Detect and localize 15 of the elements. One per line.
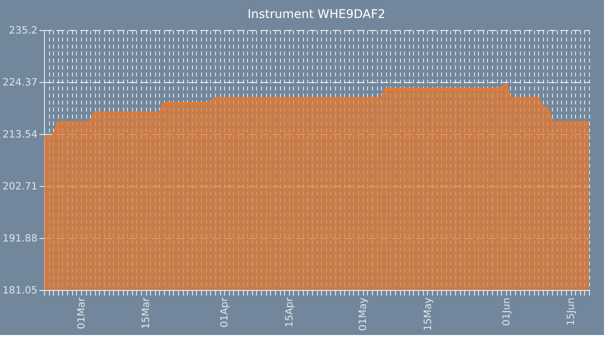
x-tick-label: 01May [358,297,370,331]
x-tick-label: 01Apr [220,296,231,328]
y-tick-label: 191.88 [2,234,38,244]
y-tick-label: 202.71 [2,182,38,192]
x-tick-label: 15Jun [566,298,578,326]
x-tick-label: 15Mar [141,296,152,330]
x-tick-label: 15Apr [284,296,296,328]
y-tick-label: 235.2 [8,26,38,36]
x-tick-label: 01Mar [76,296,88,330]
x-tick-label: 15May [422,297,434,331]
x-tick-label: 01Jun [501,298,512,326]
y-tick-label: 224.37 [2,78,38,88]
y-tick-label: 181.05 [2,286,38,296]
chart-title: Instrument WHE9DAF2 [248,7,386,21]
y-tick-label: 213.54 [2,130,38,140]
